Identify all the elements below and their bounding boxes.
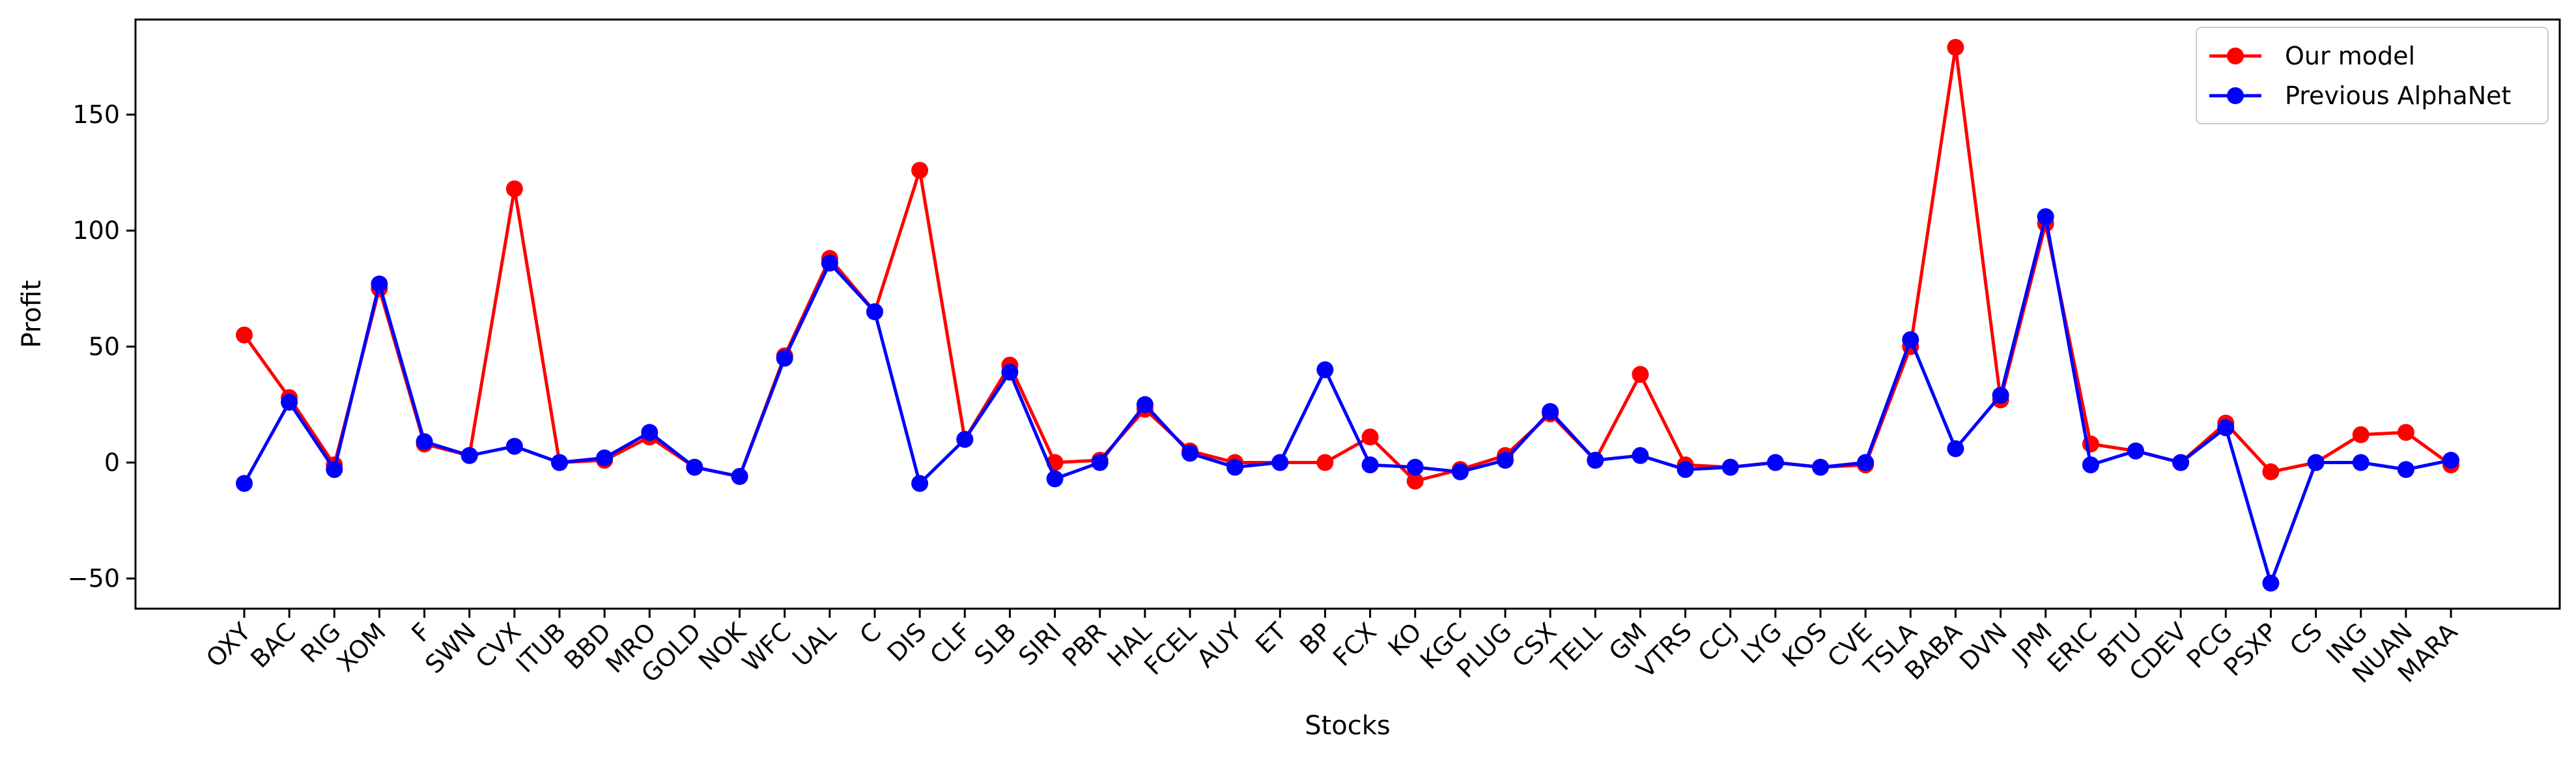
plot-frame	[134, 18, 2561, 610]
data-point	[1226, 458, 1244, 476]
data-point	[1316, 454, 1334, 471]
data-point	[2172, 454, 2190, 471]
y-tick-label: −50	[68, 564, 120, 593]
legend: Our model Previous AlphaNet	[2196, 27, 2549, 124]
data-point	[1677, 461, 1694, 478]
data-point	[2127, 442, 2144, 460]
data-point	[2352, 426, 2370, 443]
data-point	[1271, 454, 1289, 471]
data-point	[1136, 396, 1154, 413]
data-point	[505, 180, 523, 198]
data-point	[1632, 447, 1649, 464]
data-point	[1947, 440, 1964, 458]
data-point	[2217, 419, 2235, 437]
y-tick-label: 0	[104, 449, 120, 477]
data-point	[596, 449, 614, 467]
data-point	[281, 393, 298, 411]
data-point	[1721, 458, 1739, 476]
data-point	[1902, 331, 1919, 348]
y-tick-label: 150	[72, 100, 120, 129]
data-point	[2397, 424, 2414, 441]
data-point	[2037, 208, 2054, 225]
data-point	[911, 161, 929, 179]
data-point	[1406, 458, 1424, 476]
data-point	[641, 424, 658, 441]
legend-label: Our model	[2285, 42, 2415, 70]
data-point	[236, 475, 253, 492]
data-point	[1091, 454, 1109, 471]
data-point	[2352, 454, 2370, 471]
data-point	[866, 303, 883, 320]
data-point	[236, 326, 253, 344]
data-point	[1361, 456, 1379, 474]
y-axis-label: Profit	[17, 280, 47, 348]
data-point	[686, 458, 703, 476]
legend-label: Previous AlphaNet	[2285, 81, 2511, 110]
plot-area	[236, 38, 2459, 592]
data-point	[1497, 452, 1514, 469]
data-point	[821, 255, 838, 272]
y-tick-label: 50	[89, 332, 120, 361]
data-point	[1316, 361, 1334, 378]
data-point	[1406, 473, 1424, 490]
data-point	[460, 447, 478, 464]
data-point	[1001, 363, 1019, 381]
data-point	[2307, 454, 2325, 471]
data-point	[1992, 387, 2009, 404]
data-point	[326, 461, 343, 478]
data-point	[1766, 454, 1784, 471]
data-point	[371, 275, 388, 293]
y-tick-label: 100	[72, 216, 120, 245]
data-point	[2397, 461, 2414, 478]
legend-box	[2196, 27, 2549, 124]
legend-marker	[2227, 48, 2244, 64]
legend-marker	[2227, 87, 2244, 104]
data-point	[2442, 452, 2459, 469]
data-point	[505, 437, 523, 455]
data-point	[1361, 428, 1379, 446]
data-point	[776, 350, 793, 367]
data-point	[2262, 574, 2280, 592]
data-point	[1632, 366, 1649, 383]
data-point	[2082, 456, 2099, 474]
data-point	[551, 454, 568, 471]
data-point	[2262, 463, 2280, 480]
data-point	[1542, 403, 1559, 421]
data-point	[1587, 452, 1604, 469]
data-point	[1857, 454, 1875, 471]
data-point	[1451, 463, 1469, 480]
data-point	[1046, 470, 1064, 488]
x-axis-label: Stocks	[1305, 711, 1391, 741]
data-point	[731, 467, 748, 485]
data-point	[911, 475, 929, 492]
data-point	[1812, 458, 1829, 476]
data-point	[416, 433, 433, 450]
data-point	[956, 430, 974, 448]
series-line-1	[242, 215, 2452, 585]
data-point	[1182, 445, 1198, 462]
data-point	[1947, 38, 1964, 56]
